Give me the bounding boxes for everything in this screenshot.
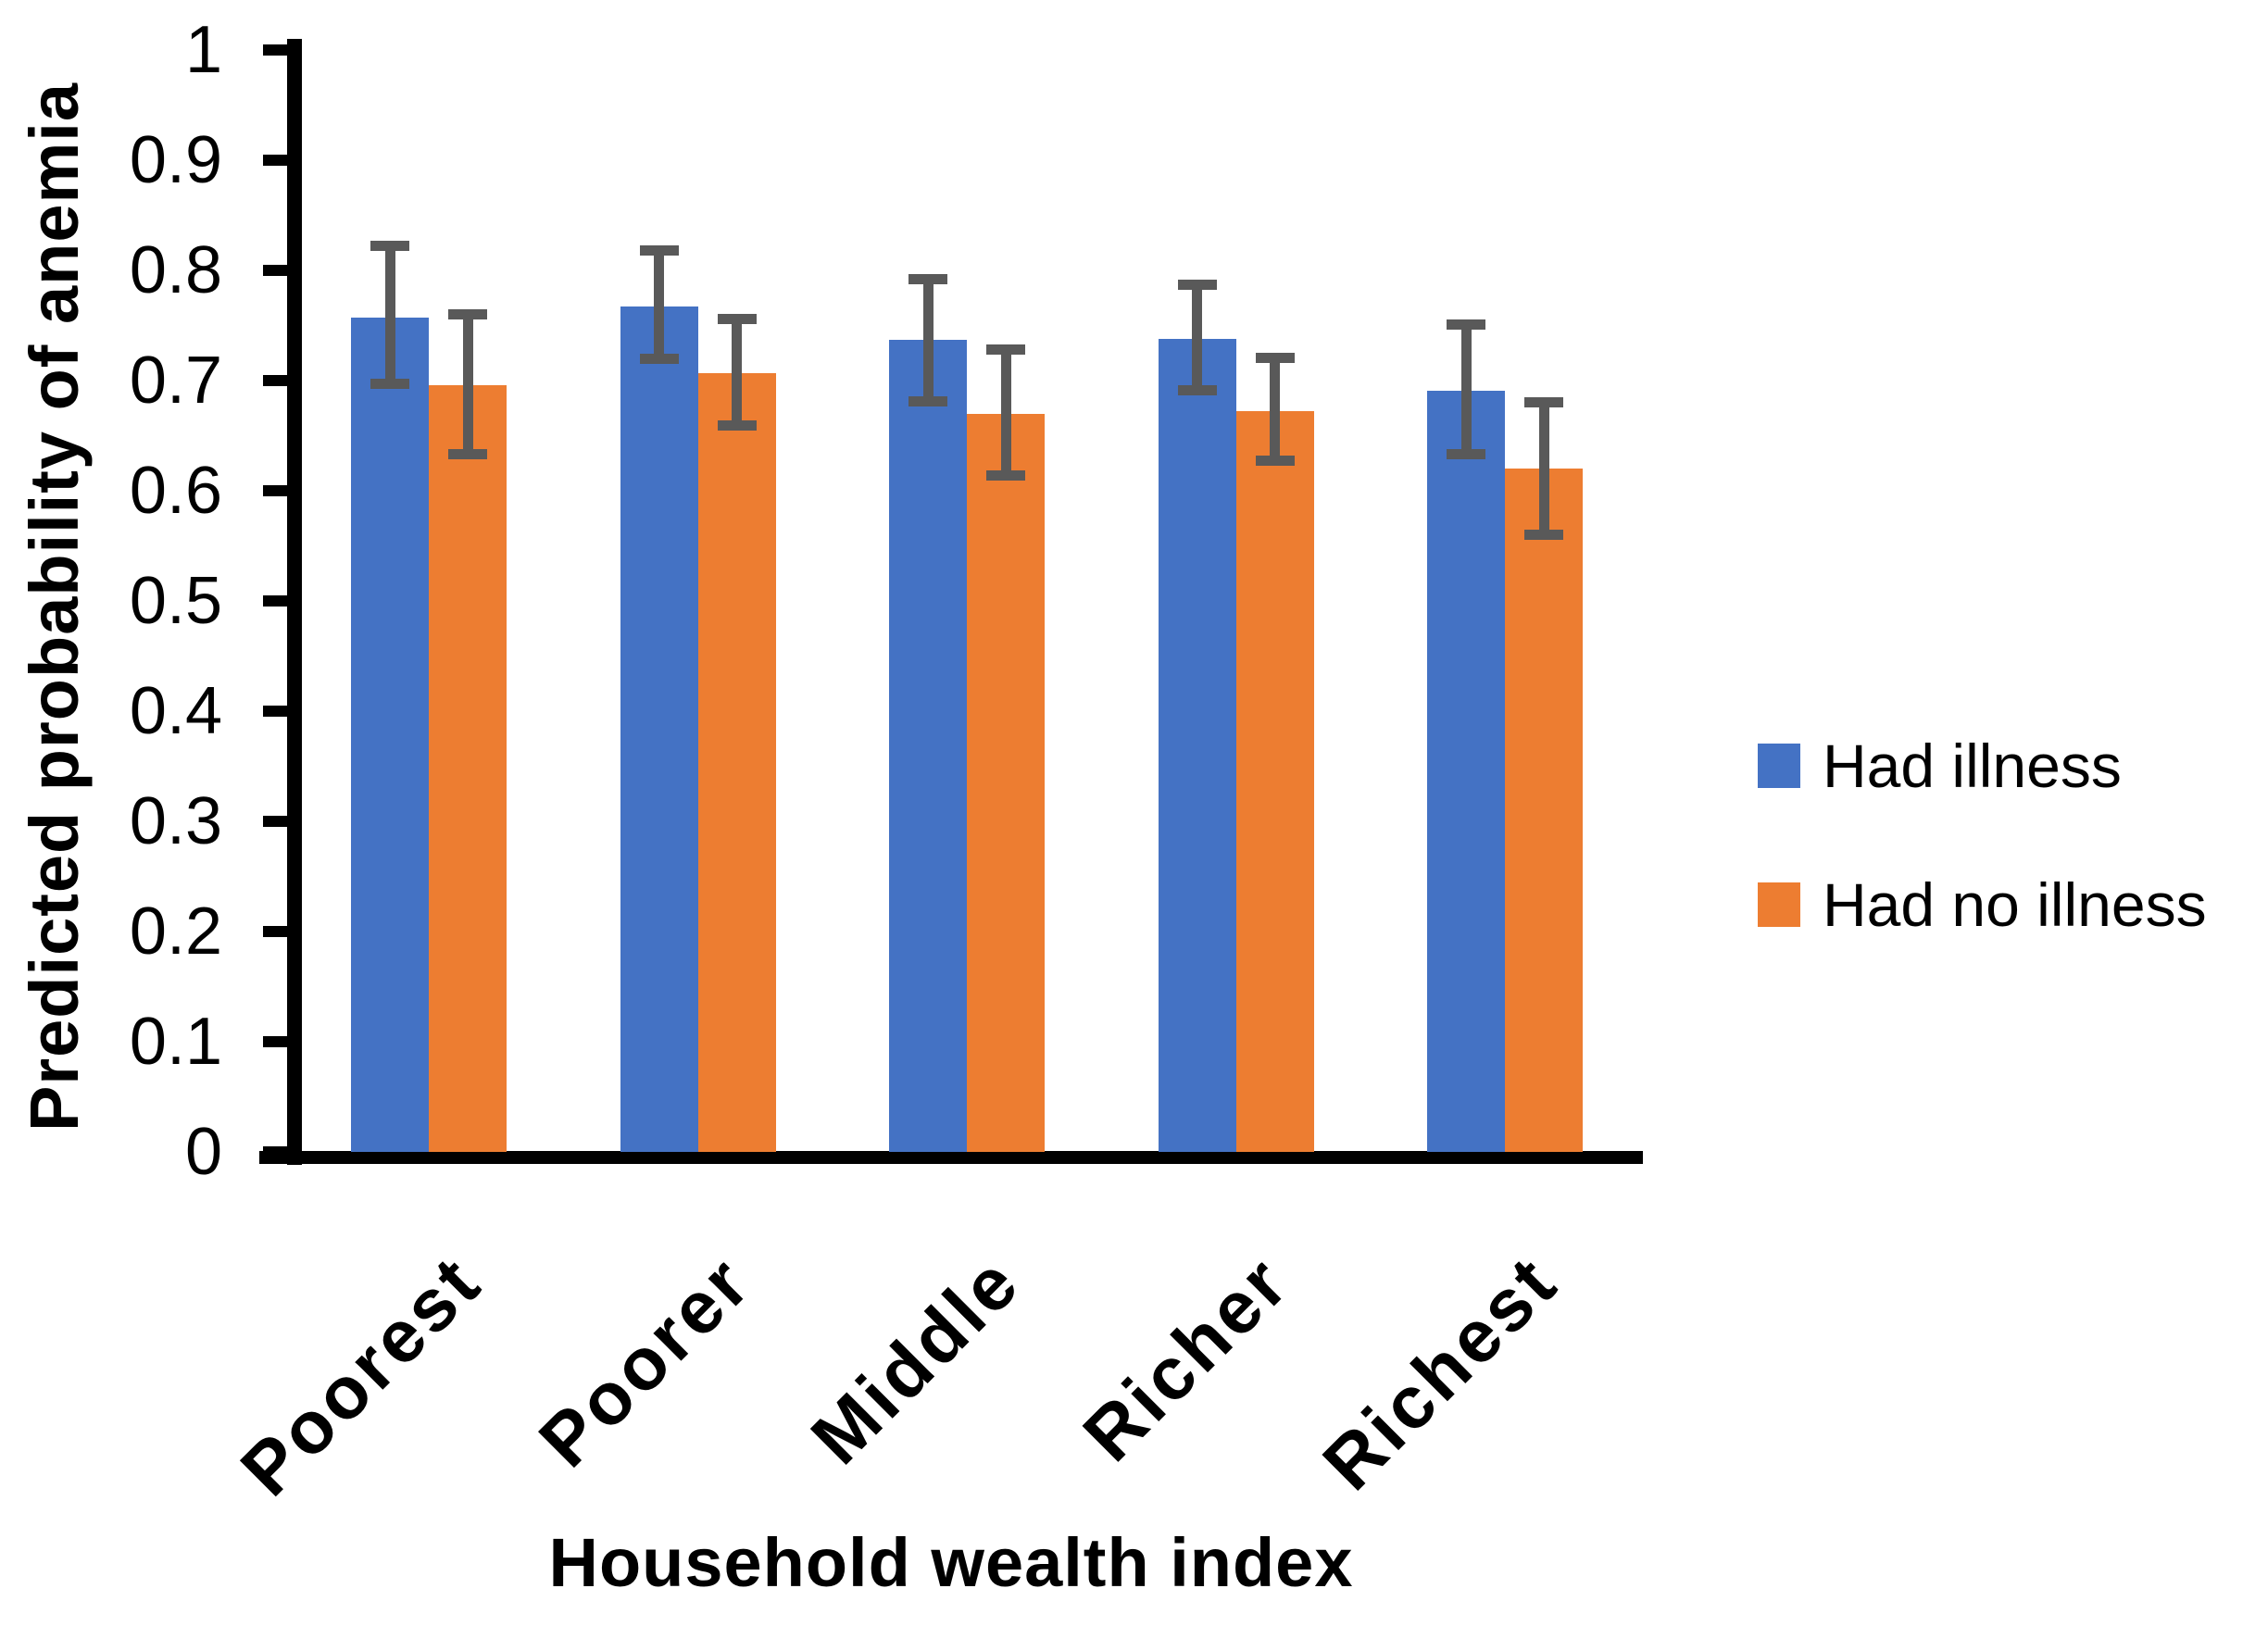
error-bar-line — [1192, 284, 1202, 391]
error-bar-cap-bottom — [1177, 385, 1217, 396]
error-bar-cap-top — [717, 313, 757, 324]
x-axis-title: Household wealth index — [548, 1524, 1354, 1601]
error-bar-cap-top — [1177, 279, 1217, 290]
bar-had-illness-poorest — [351, 318, 429, 1152]
bar-had-illness-richer — [1158, 338, 1236, 1152]
error-bar-cap-top — [1524, 397, 1563, 408]
legend-swatch-had-no-illness-icon — [1758, 882, 1800, 927]
error-bar-cap-bottom — [1447, 449, 1485, 460]
y-tick-label: 0.1 — [129, 1005, 222, 1079]
legend-item-had-no-illness: Had no illness — [1758, 874, 2207, 935]
x-category-label-poorest: Poorest — [225, 1239, 497, 1512]
y-tick-label: 0.6 — [129, 454, 222, 528]
error-bar-cap-bottom — [908, 396, 947, 407]
x-category-label-poorer: Poorer — [522, 1239, 767, 1482]
error-bar-line — [1000, 349, 1011, 476]
bar-had-no-illness-richest — [1505, 469, 1583, 1152]
y-tick-label: 1 — [184, 13, 222, 87]
legend-item-had-illness: Had illness — [1758, 735, 2122, 796]
error-bar-cap-bottom — [370, 379, 409, 390]
y-tick-label: 0.2 — [129, 894, 222, 969]
legend-label: Had no illness — [1823, 870, 2207, 939]
error-bar-cap-bottom — [448, 449, 487, 460]
bar-had-illness-middle — [889, 339, 967, 1152]
y-tick-label: 0.4 — [129, 674, 222, 748]
y-tick-label: 0.5 — [129, 564, 222, 638]
y-tick-label: 0.9 — [129, 123, 222, 197]
error-bar-cap-bottom — [1255, 456, 1295, 467]
error-bar-line — [1460, 324, 1472, 455]
x-category-label-richest: Richest — [1307, 1239, 1573, 1506]
error-bar-cap-bottom — [717, 420, 757, 432]
y-tick-label: 0.3 — [129, 784, 222, 858]
bar-had-illness-poorer — [620, 306, 698, 1152]
bar-had-no-illness-poorer — [697, 372, 776, 1152]
error-bar-line — [462, 314, 473, 455]
y-tick-label: 0.7 — [129, 344, 222, 418]
y-tick-label: 0 — [184, 1115, 222, 1189]
error-bar-line — [922, 279, 934, 402]
error-bar-line — [1538, 402, 1549, 535]
error-bar-cap-top — [1447, 319, 1485, 330]
error-bar-cap-top — [639, 245, 679, 256]
error-bar-cap-bottom — [639, 353, 679, 364]
error-bar-cap-bottom — [986, 469, 1025, 481]
legend-label: Had illness — [1823, 732, 2122, 800]
error-bar-line — [384, 245, 395, 384]
bar-had-no-illness-richer — [1235, 411, 1314, 1152]
x-category-label-richer: Richer — [1067, 1239, 1305, 1477]
legend-swatch-had-illness-icon — [1758, 744, 1800, 788]
error-bar-cap-bottom — [1524, 530, 1563, 541]
error-bar-line — [1270, 357, 1280, 461]
error-bar-cap-top — [908, 274, 947, 285]
error-bar-line — [732, 319, 742, 426]
error-bar-cap-top — [986, 344, 1025, 356]
x-axis-line — [259, 1151, 1643, 1164]
error-bar-cap-top — [370, 241, 409, 252]
error-bar-cap-top — [1255, 352, 1295, 363]
y-tick-label: 0.8 — [129, 233, 222, 307]
error-bar-cap-top — [448, 309, 487, 320]
bar-had-illness-richest — [1427, 390, 1505, 1152]
bar-had-no-illness-middle — [967, 413, 1045, 1152]
x-category-label-middle: Middle — [795, 1239, 1035, 1480]
y-axis-line — [287, 39, 302, 1165]
error-bar-line — [654, 250, 664, 359]
bar-had-no-illness-poorest — [429, 384, 507, 1152]
